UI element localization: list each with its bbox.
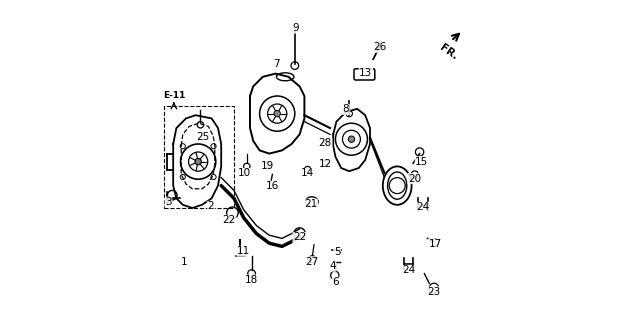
Text: 21: 21 [304, 199, 317, 209]
Text: 22: 22 [222, 215, 236, 225]
Text: 22: 22 [293, 232, 306, 243]
Text: 13: 13 [359, 68, 372, 78]
Text: 19: 19 [261, 161, 274, 171]
Text: 5: 5 [333, 247, 340, 257]
Text: 2: 2 [208, 201, 214, 212]
Text: 27: 27 [305, 257, 318, 267]
Text: 4: 4 [329, 261, 336, 271]
Text: 7: 7 [273, 59, 280, 69]
Text: 11: 11 [237, 246, 250, 256]
Text: 8: 8 [343, 104, 349, 115]
Text: 28: 28 [318, 138, 332, 148]
Text: 24: 24 [416, 202, 430, 212]
Text: 1: 1 [181, 257, 188, 268]
Text: 9: 9 [293, 23, 299, 33]
Text: 23: 23 [428, 287, 441, 297]
Circle shape [274, 110, 280, 117]
Text: 3: 3 [165, 197, 171, 207]
Text: FR.: FR. [438, 42, 459, 61]
Text: E-11: E-11 [163, 91, 185, 100]
Text: 25: 25 [197, 132, 210, 142]
Text: 6: 6 [332, 277, 339, 287]
Circle shape [195, 158, 202, 165]
Circle shape [349, 136, 355, 142]
Text: 10: 10 [237, 168, 251, 179]
Text: 20: 20 [408, 173, 421, 184]
Text: 26: 26 [373, 42, 386, 52]
Text: 16: 16 [266, 181, 279, 191]
Text: 15: 15 [415, 156, 428, 167]
Bar [164, 106, 234, 208]
Text: 17: 17 [428, 239, 441, 249]
Text: 24: 24 [402, 265, 415, 276]
Text: 14: 14 [300, 168, 313, 179]
Text: 18: 18 [245, 275, 258, 285]
Text: 12: 12 [318, 159, 332, 169]
